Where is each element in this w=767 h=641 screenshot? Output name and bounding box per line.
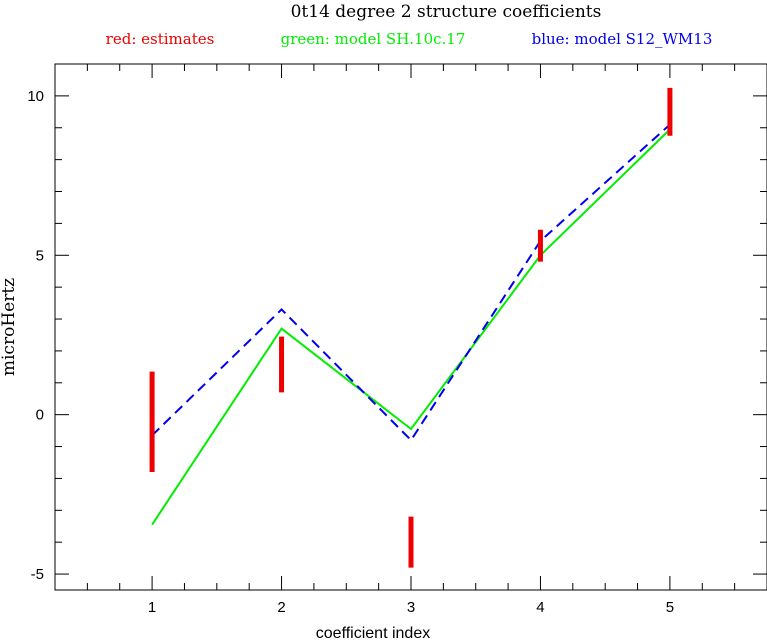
x-tick-label: 4: [536, 599, 544, 616]
x-axis-label: coefficient index: [316, 625, 430, 641]
chart-title: 0t14 degree 2 structure coefficients: [291, 2, 602, 22]
plot-area: [149, 87, 673, 568]
y-tick-label: -5: [31, 566, 44, 583]
series-line-model-sh-10c-17: [151, 128, 671, 526]
y-axis: -5 0 5 10: [27, 88, 767, 583]
x-axis: 1 2 3 4 5: [86, 64, 736, 616]
x-tick-label: 2: [277, 599, 285, 616]
x-tick-label: 3: [407, 599, 415, 616]
legend-item-2: green: model SH.10c.17: [281, 30, 466, 48]
legend-item-3: blue: model S12_WM13: [532, 30, 713, 48]
y-tick-label: 10: [27, 88, 44, 105]
series-line-model-s12-wm13: [151, 123, 671, 442]
y-axis-label: microHertz: [0, 278, 19, 376]
y-tick-label: 5: [36, 247, 44, 264]
x-tick-label: 1: [148, 599, 156, 616]
y-tick-label: 0: [36, 407, 44, 424]
x-tick-label: 5: [666, 599, 674, 616]
legend-item-1: red: estimates: [106, 30, 215, 48]
legend: red: estimates green: model SH.10c.17 blue…: [106, 30, 713, 48]
